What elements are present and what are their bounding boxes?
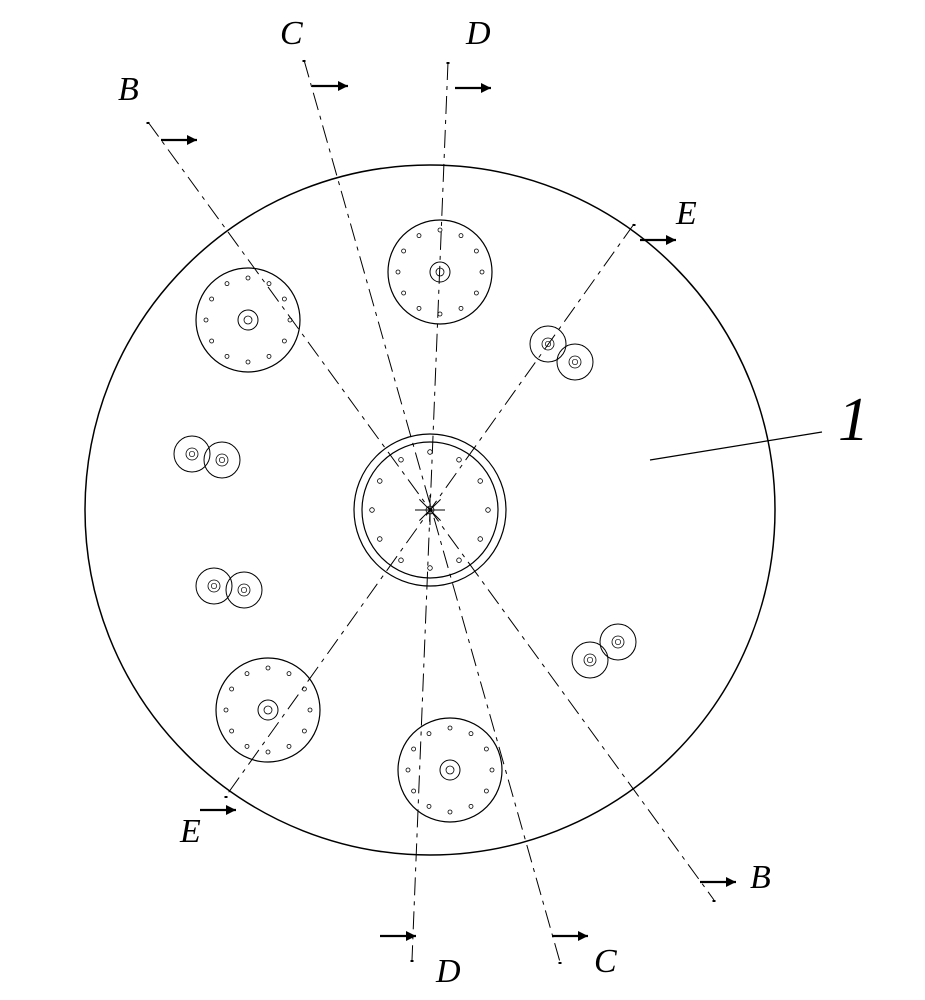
section-label-d-1: D: [465, 15, 491, 52]
pair-node-2: [530, 326, 593, 380]
pair-node-3: [572, 624, 636, 678]
section-line-d: [412, 62, 448, 960]
section-line-c: [304, 60, 560, 962]
flange-node-0: [196, 268, 300, 372]
ref-label-1: 1: [838, 386, 869, 454]
ref-leader-1: [650, 432, 822, 460]
pair-node-1: [196, 568, 262, 608]
section-line-e: [226, 224, 634, 796]
section-line-b: [148, 122, 714, 900]
section-label-d-2: D: [435, 953, 461, 990]
flange-node-3: [398, 718, 502, 822]
flange-node-2: [216, 658, 320, 762]
section-label-b-2: B: [750, 859, 771, 896]
section-label-e-2: E: [179, 813, 201, 850]
pair-node-0: [174, 436, 240, 478]
engineering-diagram: B B C C D D E E 1: [0, 0, 925, 1000]
section-label-b-1: B: [118, 71, 139, 108]
section-label-e-1: E: [675, 195, 697, 232]
section-label-c-2: C: [594, 943, 617, 980]
section-label-c-1: C: [280, 15, 303, 52]
